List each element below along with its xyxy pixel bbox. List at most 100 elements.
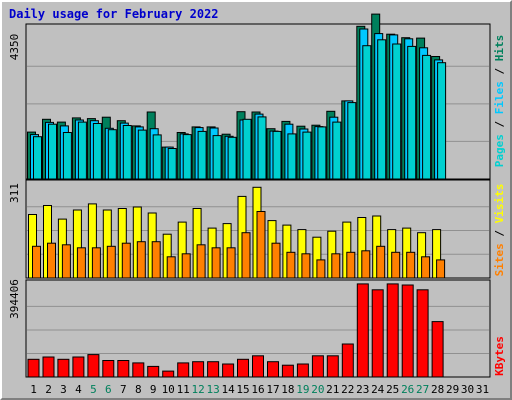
x-tick-label: 12 xyxy=(191,383,204,396)
bar-sites-day-1 xyxy=(32,245,41,279)
bar-pages-day-11 xyxy=(182,134,192,180)
bar-kbytes-day-9 xyxy=(147,365,160,378)
x-tick-label: 3 xyxy=(60,383,67,396)
legend-part: Pages xyxy=(493,134,506,167)
bar-pages-day-13 xyxy=(212,135,222,180)
x-tick-label: 8 xyxy=(135,383,142,396)
bar-kbytes-day-16 xyxy=(252,355,264,378)
bar-pages-day-20 xyxy=(317,126,327,180)
legend-hits-files-pages: Pages / Files / Hits xyxy=(493,35,506,168)
bar-pages-day-25 xyxy=(392,43,402,180)
bar-kbytes-day-6 xyxy=(102,360,115,378)
bar-sites-day-13 xyxy=(211,247,221,279)
legend-part: Visits xyxy=(493,184,506,224)
bar-pages-day-28 xyxy=(437,62,447,180)
bar-kbytes-day-3 xyxy=(57,358,70,378)
bar-sites-day-24 xyxy=(376,245,386,279)
x-tick-label: 11 xyxy=(177,383,190,396)
bar-kbytes-day-15 xyxy=(237,358,249,378)
bar-kbytes-day-27 xyxy=(416,289,429,378)
bar-kbytes-day-13 xyxy=(207,361,220,378)
bar-kbytes-day-21 xyxy=(326,355,339,378)
x-tick-label: 6 xyxy=(105,383,112,396)
bar-pages-day-23 xyxy=(362,45,372,180)
legend-kbytes: KBytes xyxy=(493,336,506,376)
max-label-kbytes: 394406 xyxy=(8,279,21,319)
bar-pages-day-7 xyxy=(122,125,132,180)
bar-pages-day-27 xyxy=(422,54,432,180)
legend-part: / xyxy=(493,114,506,134)
bar-sites-day-7 xyxy=(121,242,131,279)
bar-pages-day-9 xyxy=(152,134,162,180)
bar-sites-day-5 xyxy=(91,247,101,279)
x-tick-label: 15 xyxy=(236,383,249,396)
x-tick-label: 19 xyxy=(296,383,309,396)
max-label-hits-files-pages: 4350 xyxy=(8,34,21,61)
x-tick-label: 10 xyxy=(162,383,175,396)
bar-kbytes-day-5 xyxy=(87,354,100,378)
max-label-visits-sites: 311 xyxy=(8,183,21,203)
legend-part: KBytes xyxy=(493,336,506,376)
bar-pages-day-1 xyxy=(33,136,42,180)
legend-visits-sites: Sites / Visits xyxy=(493,184,506,277)
bar-pages-day-12 xyxy=(197,130,207,180)
bar-kbytes-day-1 xyxy=(27,358,40,378)
bar-pages-day-15 xyxy=(242,118,252,180)
bar-sites-day-9 xyxy=(151,241,161,279)
bar-kbytes-day-28 xyxy=(431,321,444,378)
x-tick-label: 7 xyxy=(120,383,127,396)
legend-part: Hits xyxy=(493,35,506,62)
x-tick-label: 29 xyxy=(446,383,459,396)
x-tick-label: 4 xyxy=(75,383,82,396)
bar-kbytes-day-12 xyxy=(192,361,205,378)
bar-sites-day-15 xyxy=(241,232,251,279)
x-tick-label: 26 xyxy=(401,383,414,396)
bar-kbytes-day-4 xyxy=(72,356,85,378)
bar-kbytes-day-11 xyxy=(177,362,190,378)
x-tick-label: 24 xyxy=(371,383,385,396)
x-tick-label: 31 xyxy=(476,383,489,396)
bar-pages-day-21 xyxy=(332,121,342,180)
x-tick-label: 18 xyxy=(281,383,294,396)
legend-part: / xyxy=(493,61,506,81)
bar-sites-day-21 xyxy=(331,253,341,279)
bar-kbytes-day-18 xyxy=(281,364,294,378)
x-tick-label: 27 xyxy=(416,383,429,396)
bar-sites-day-16 xyxy=(256,211,266,279)
bar-kbytes-day-19 xyxy=(296,363,309,378)
bar-sites-day-14 xyxy=(226,247,236,279)
x-tick-label: 13 xyxy=(206,383,219,396)
bar-kbytes-day-20 xyxy=(311,355,324,378)
bar-kbytes-day-26 xyxy=(401,284,414,378)
x-tick-label: 2 xyxy=(45,383,52,396)
x-tick-label: 17 xyxy=(266,383,279,396)
bar-pages-day-8 xyxy=(137,129,147,180)
bar-kbytes-day-2 xyxy=(42,356,55,378)
bar-pages-day-10 xyxy=(167,148,177,180)
bar-sites-day-20 xyxy=(316,259,326,279)
bar-sites-day-8 xyxy=(136,241,146,279)
bar-pages-day-4 xyxy=(77,121,87,180)
x-tick-label: 23 xyxy=(356,383,369,396)
legend-part: Files xyxy=(493,81,506,114)
bar-sites-day-28 xyxy=(436,259,446,279)
chart-title: Daily usage for February 2022 xyxy=(9,7,219,21)
bar-pages-day-5 xyxy=(92,123,102,180)
bar-pages-day-16 xyxy=(257,116,267,180)
bar-sites-day-6 xyxy=(106,245,116,279)
bar-sites-day-22 xyxy=(346,251,356,279)
bar-kbytes-day-10 xyxy=(162,370,175,378)
legend-part: Sites xyxy=(493,243,506,276)
x-tick-label: 1 xyxy=(30,383,37,396)
bar-pages-day-6 xyxy=(107,129,117,180)
x-tick-label: 5 xyxy=(90,383,97,396)
bar-pages-day-24 xyxy=(377,39,387,180)
bar-sites-day-4 xyxy=(76,247,86,279)
x-tick-label: 25 xyxy=(386,383,399,396)
bar-kbytes-day-22 xyxy=(341,343,354,378)
x-tick-label: 21 xyxy=(326,383,339,396)
bar-pages-day-2 xyxy=(48,123,57,180)
bar-sites-day-26 xyxy=(406,251,416,279)
bar-sites-day-2 xyxy=(47,242,56,279)
x-tick-label: 22 xyxy=(341,383,354,396)
